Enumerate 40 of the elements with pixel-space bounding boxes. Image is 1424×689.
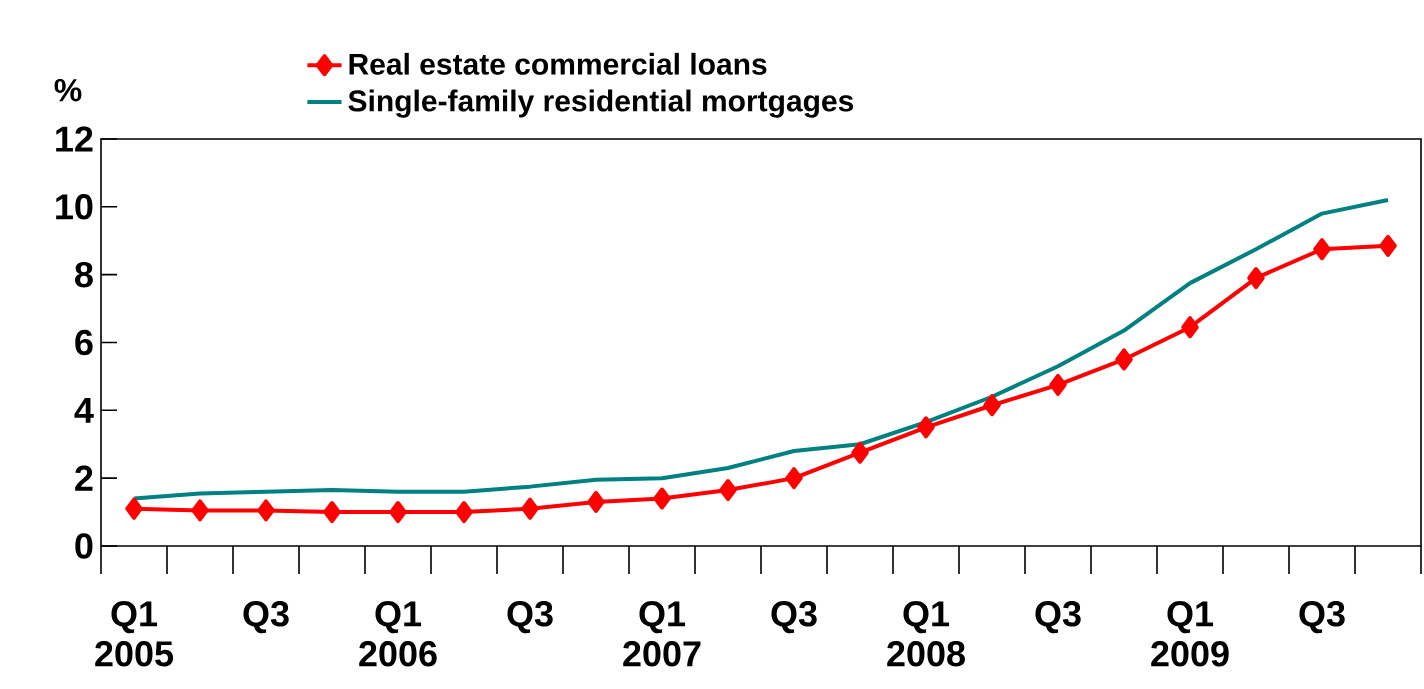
- y-tick-label: 6: [75, 329, 93, 356]
- y-tick-label: 10: [56, 194, 93, 220]
- x-tick-label: Q3: [1035, 601, 1081, 634]
- y-tick-label: 12: [56, 126, 93, 152]
- y-tick-label: 8: [75, 261, 93, 288]
- x-tick-label: Q3: [507, 601, 553, 634]
- point: [983, 394, 1001, 417]
- point: [653, 487, 671, 510]
- y-axis-title: %: [54, 78, 82, 102]
- x-tick-label: Q3: [1299, 601, 1345, 634]
- point: [323, 501, 341, 524]
- point: [521, 497, 539, 520]
- point: [125, 497, 143, 520]
- x-tick-label: Q3: [243, 601, 289, 634]
- point: [719, 479, 737, 502]
- point: [587, 490, 605, 513]
- y-tick-label: 4: [74, 397, 94, 423]
- point: [851, 441, 869, 464]
- point: [191, 499, 209, 522]
- point: [1115, 348, 1133, 371]
- point: [389, 501, 407, 524]
- point: [455, 501, 473, 524]
- y-tick-label: 0: [75, 533, 93, 559]
- x-tick-label: Q1 2005: [95, 601, 174, 667]
- point: [1313, 238, 1331, 261]
- point: [1049, 373, 1067, 396]
- x-tick-label: Q1 2008: [887, 601, 965, 667]
- legend-label: Single-family residential mortgages: [348, 89, 854, 118]
- point: [257, 499, 275, 522]
- x-tick-label: Q1 2006: [359, 601, 437, 667]
- point: [1379, 234, 1397, 257]
- legend-label: Real estate commercial loans: [349, 52, 767, 75]
- point: [1181, 316, 1199, 339]
- x-tick-label: Q3: [771, 601, 817, 634]
- x-tick-label: Q1 2007: [623, 601, 701, 667]
- point: [785, 467, 803, 490]
- point: [917, 416, 935, 439]
- point: [1247, 267, 1265, 290]
- x-tick-label: Q1 2009: [1151, 601, 1229, 667]
- y-tick-label: 2: [75, 465, 93, 491]
